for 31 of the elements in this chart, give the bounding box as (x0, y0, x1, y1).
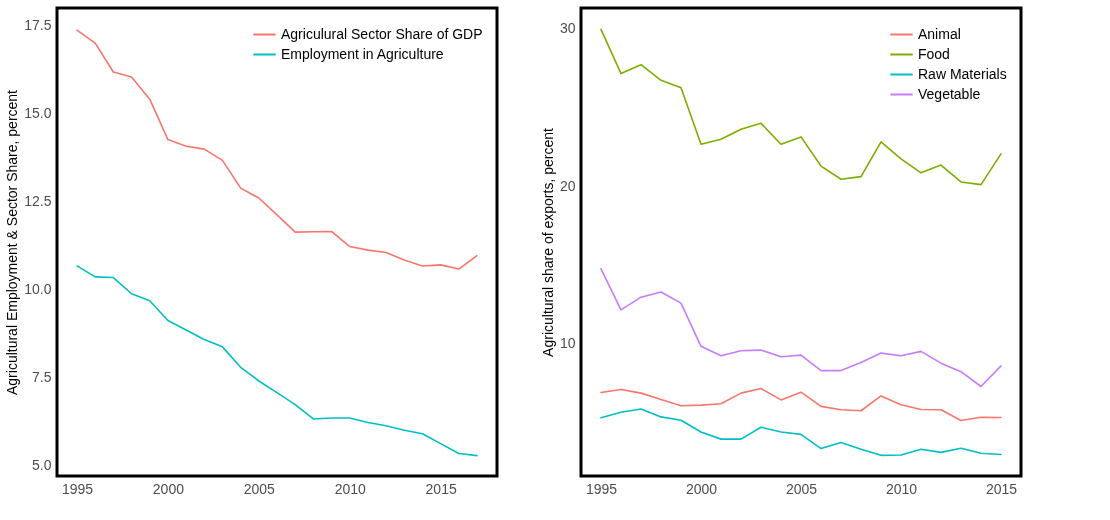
legend-label: Vegetable (918, 85, 981, 102)
x-tick-label: 2005 (785, 480, 818, 497)
x-tick-label: 2010 (885, 480, 918, 497)
legend-label: Agriculural Sector Share of GDP (281, 25, 483, 42)
y-tick-label: 17.5 (24, 17, 52, 34)
y-tick-label: 7.5 (32, 368, 52, 385)
x-tick-label: 2010 (334, 480, 367, 497)
x-tick-label: 1995 (585, 480, 618, 497)
y-axis-title: Agricultural Employment & Sector Share, percent (4, 89, 21, 396)
x-tick-label: 2000 (152, 480, 185, 497)
x-tick-label: 2015 (985, 480, 1018, 497)
x-tick-label: 2005 (243, 480, 276, 497)
x-tick-label: 2000 (685, 480, 718, 497)
y-tick-label: 12.5 (24, 193, 52, 210)
line-series (600, 267, 1002, 388)
legend-label: Raw Materials (918, 65, 1007, 82)
y-tick-label: 15.0 (24, 105, 52, 122)
legend-label: Employment in Agriculture (281, 45, 444, 62)
line-series (76, 265, 478, 457)
y-tick-label: 20 (559, 177, 576, 194)
y-axis-title: Agricultural share of exports, percent (539, 128, 556, 357)
y-tick-label: 5.0 (32, 456, 52, 473)
line-series (600, 408, 1002, 457)
y-tick-label: 30 (559, 19, 576, 36)
legend-label: Animal (918, 25, 961, 42)
x-tick-label: 1995 (61, 480, 94, 497)
legend-label: Food (918, 45, 950, 62)
y-tick-label: 10.0 (24, 281, 52, 297)
line-series (600, 387, 1002, 422)
x-tick-label: 2015 (425, 480, 457, 497)
y-tick-label: 10 (559, 335, 576, 352)
